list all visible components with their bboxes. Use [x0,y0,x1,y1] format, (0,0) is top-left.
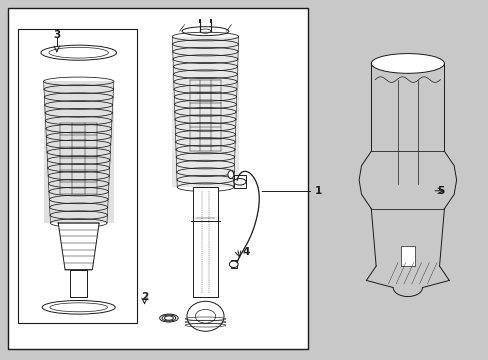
Bar [18,30,137,323]
Ellipse shape [41,45,116,60]
Ellipse shape [42,301,115,314]
Ellipse shape [159,314,178,322]
Ellipse shape [233,179,245,185]
Ellipse shape [186,301,224,331]
Bar [233,175,245,188]
Text: 3: 3 [53,30,61,40]
Text: 1: 1 [315,186,322,196]
Text: 4: 4 [242,247,249,257]
Bar [230,260,236,268]
Bar [193,187,217,297]
Ellipse shape [200,29,210,33]
Bar [70,270,87,297]
Ellipse shape [229,261,238,267]
Text: 2: 2 [141,292,148,302]
Ellipse shape [195,310,215,323]
Text: 5: 5 [436,186,444,196]
Bar [400,246,414,266]
Ellipse shape [49,47,108,58]
Ellipse shape [370,54,444,73]
Polygon shape [58,223,99,270]
Ellipse shape [182,27,228,36]
Ellipse shape [227,171,233,179]
Bar [172,37,238,187]
Bar [43,81,114,223]
Ellipse shape [50,303,107,312]
Bar [8,8,307,348]
